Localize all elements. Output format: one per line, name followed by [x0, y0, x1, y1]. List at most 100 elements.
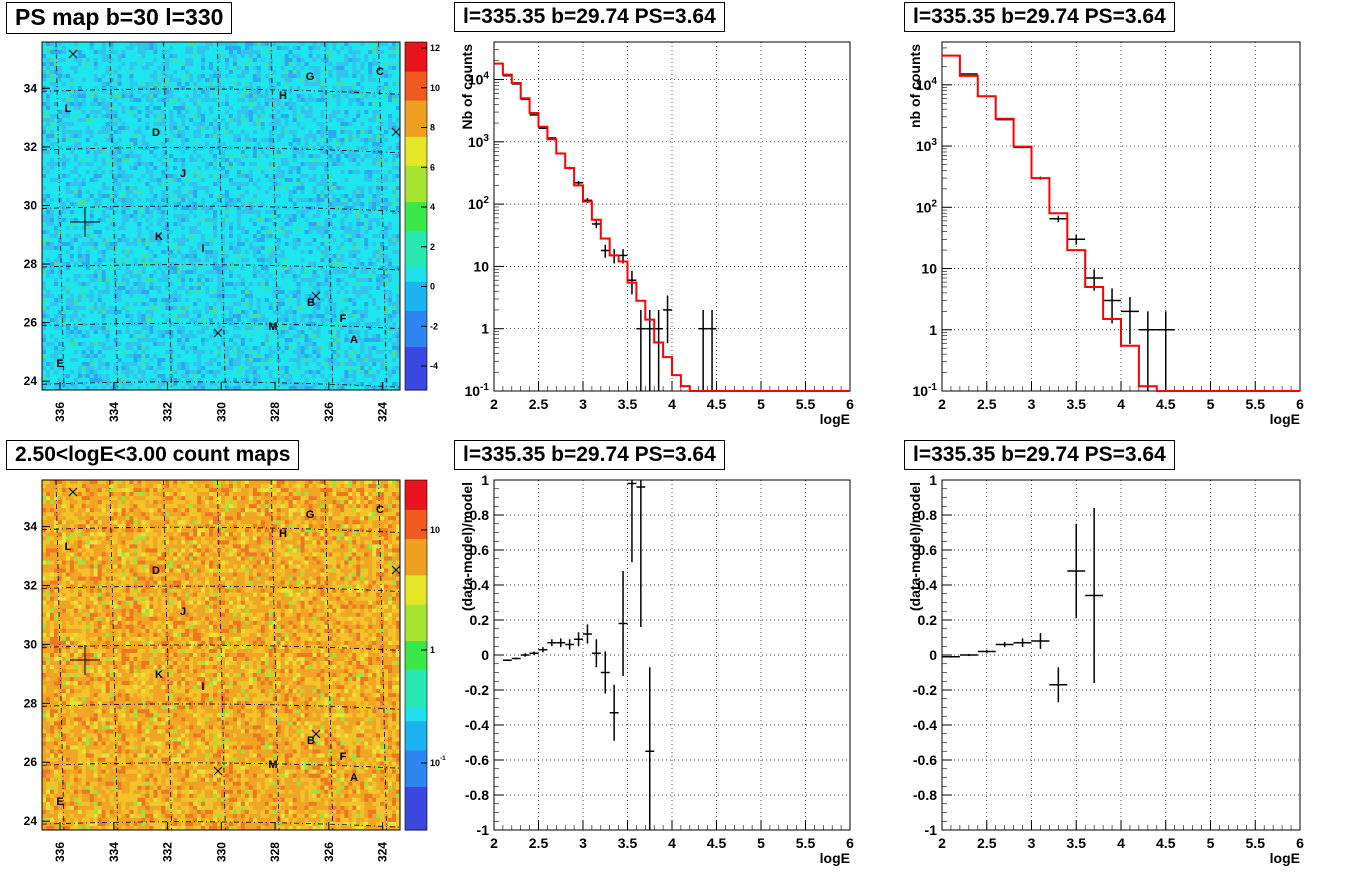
x-tick-label: 6: [846, 396, 854, 412]
x-tick-label: 3: [1028, 396, 1036, 412]
y-tick-label: -0.8: [913, 787, 937, 803]
residual-point: [600, 651, 610, 694]
source-position-cross: [70, 207, 100, 237]
x-tick-label: 6: [1296, 835, 1304, 851]
residual-point: [502, 659, 512, 662]
map-x-tick-label: 330: [214, 402, 228, 422]
y-tick-label: 0.4: [470, 577, 490, 593]
map-y-tick-label: 34: [24, 520, 38, 534]
residual-point: [591, 639, 601, 668]
y-tick-label: 10-1: [464, 382, 489, 399]
y-tick-label: -0.4: [913, 717, 937, 733]
data-point: [645, 309, 655, 391]
residual-point: [636, 480, 646, 627]
residual-point: [547, 639, 557, 647]
residual-title-2: l=335.35 b=29.74 PS=3.64: [904, 440, 1175, 470]
spectrum-title: l=335.35 b=29.74 PS=3.64: [454, 2, 725, 32]
marker-x: [391, 127, 401, 137]
data-point: [1156, 311, 1175, 391]
map-x-tick-label: 334: [107, 402, 121, 422]
map-x-tick-label: 334: [107, 842, 121, 862]
data-point: [698, 309, 708, 391]
marker-x: [68, 487, 78, 497]
data-point: [574, 181, 583, 185]
data-point: [538, 127, 548, 130]
y-tick-label: 0.2: [918, 612, 938, 628]
x-tick-label: 3.5: [1067, 835, 1087, 851]
palette-tick-label: 12: [430, 43, 440, 53]
residual-point: [574, 632, 583, 647]
data-point: [529, 114, 539, 116]
source-label: C: [376, 504, 384, 516]
x-tick-label: 2.5: [977, 396, 997, 412]
y-axis-label: (data-model)/model: [907, 482, 923, 611]
map-x-tick-label: 328: [268, 402, 282, 422]
x-tick-label: 4.5: [707, 396, 727, 412]
y-axis-label: (data-model)/model: [459, 482, 475, 611]
source-label: L: [65, 541, 72, 553]
x-tick-label: 4: [1117, 396, 1125, 412]
palette-tick-label: 1: [430, 645, 435, 655]
y-tick-label: -0.6: [465, 752, 489, 768]
x-tick-label: 4.5: [1156, 835, 1176, 851]
y-tick-label: 102: [468, 195, 490, 212]
residual-point: [511, 657, 521, 660]
data-point: [591, 220, 601, 229]
map-y-tick-label: 26: [24, 316, 38, 330]
x-tick-label: 2: [490, 835, 498, 851]
map-y-tick-label: 26: [24, 755, 38, 769]
source-label: F: [340, 751, 347, 763]
map-x-tick-label: 326: [322, 402, 336, 422]
y-tick-label: 0.2: [470, 612, 490, 628]
source-label: M: [268, 759, 277, 771]
x-tick-label: 5.5: [1246, 835, 1266, 851]
y-tick-label: -1: [477, 822, 490, 838]
y-tick-label: 1: [929, 472, 937, 488]
map-y-tick-label: 34: [24, 81, 38, 95]
y-tick-label: -0.2: [465, 682, 489, 698]
palette-tick-label: -4: [430, 361, 438, 371]
chart-grid-3: [942, 480, 1300, 830]
residual-point: [1085, 508, 1104, 683]
residual-point: [520, 653, 530, 657]
x-tick-label: 3.5: [618, 396, 638, 412]
y-axis-label: Nb of counts: [459, 44, 475, 130]
marker-x: [311, 729, 321, 739]
residual-point: [645, 667, 655, 830]
residual-point: [627, 480, 637, 563]
source-label: F: [340, 313, 347, 325]
map-x-tick-label: 332: [161, 842, 175, 862]
y-tick-label: 0.4: [918, 577, 938, 593]
map-title-counts: 2.50<logE<3.00 count maps: [6, 440, 300, 470]
model-step-line: [494, 62, 850, 392]
residual-point: [529, 651, 539, 655]
y-tick-label: -0.4: [465, 717, 489, 733]
x-tick-label: 5: [757, 396, 765, 412]
x-axis-label: logE: [820, 411, 850, 427]
chart-grid-2: [494, 480, 850, 830]
x-tick-label: 5.5: [1246, 396, 1266, 412]
y-tick-label: -0.8: [465, 787, 489, 803]
map-y-tick-label: 32: [24, 578, 38, 592]
palette-tick-label: 0: [430, 282, 435, 292]
palette-frame: [404, 479, 428, 831]
model-step-line: [942, 54, 1300, 392]
marker-x: [213, 328, 223, 338]
marker-x: [213, 766, 223, 776]
source-label: H: [279, 90, 287, 102]
residual-point: [942, 656, 960, 658]
palette-tick-label: 10: [430, 83, 440, 93]
source-label: I: [201, 681, 204, 693]
source-label: E: [56, 358, 63, 370]
y-tick-label: -1: [925, 822, 938, 838]
x-tick-label: 2.5: [529, 396, 549, 412]
map-x-tick-label: 326: [322, 842, 336, 862]
source-label: J: [180, 168, 186, 180]
x-axis-label: logE: [820, 850, 850, 866]
map-graticule-1: [41, 479, 401, 831]
y-tick-label: 0.6: [470, 542, 490, 558]
map-y-tick-label: 24: [24, 374, 38, 388]
y-tick-label: 10-1: [912, 382, 937, 399]
x-tick-label: 2: [490, 396, 498, 412]
color-palette-0: [405, 42, 427, 391]
